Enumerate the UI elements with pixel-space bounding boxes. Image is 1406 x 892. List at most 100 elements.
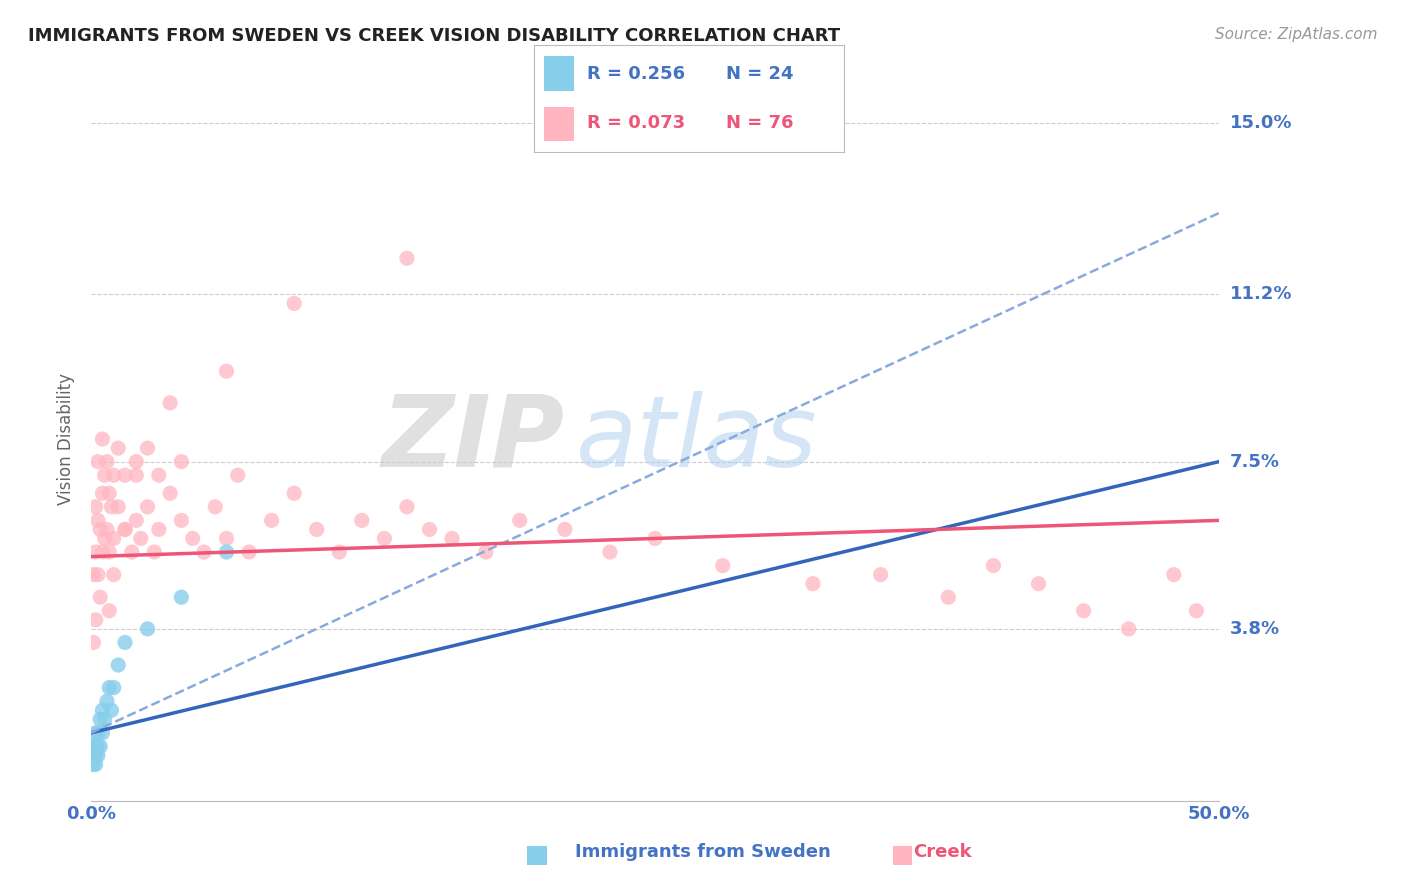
Point <box>84 545 107 559</box>
Point <box>159 486 181 500</box>
Text: N = 24: N = 24 <box>725 64 793 82</box>
Point <box>84 726 107 740</box>
Text: ZIP: ZIP <box>382 391 565 488</box>
Point <box>98 486 121 500</box>
Point <box>96 455 118 469</box>
Point <box>441 532 464 546</box>
Point <box>328 545 350 559</box>
Text: Immigrants from Sweden: Immigrants from Sweden <box>575 843 831 861</box>
Point <box>283 486 305 500</box>
Point <box>107 658 129 673</box>
Text: 11.2%: 11.2% <box>1230 285 1292 303</box>
Point <box>711 558 734 573</box>
Point <box>93 712 115 726</box>
Point <box>1118 622 1140 636</box>
Point <box>98 604 121 618</box>
Point <box>107 500 129 514</box>
Point <box>114 523 136 537</box>
Point <box>125 468 148 483</box>
Point <box>125 513 148 527</box>
Point <box>193 545 215 559</box>
Point <box>89 523 111 537</box>
Point <box>96 523 118 537</box>
Point <box>136 441 159 455</box>
Text: 3.8%: 3.8% <box>1230 620 1281 638</box>
Point <box>170 591 193 605</box>
Point <box>91 703 114 717</box>
Point <box>100 703 122 717</box>
Point <box>89 739 111 754</box>
Point <box>260 513 283 527</box>
Point <box>89 591 111 605</box>
Text: 7.5%: 7.5% <box>1230 452 1279 471</box>
Point <box>1073 604 1095 618</box>
Point <box>82 635 104 649</box>
Point <box>84 500 107 514</box>
Point <box>103 567 125 582</box>
Point <box>215 545 238 559</box>
Point <box>121 545 143 559</box>
Point <box>93 468 115 483</box>
Point <box>170 513 193 527</box>
Point <box>983 558 1005 573</box>
Point <box>475 545 498 559</box>
Point <box>159 396 181 410</box>
Point <box>98 681 121 695</box>
Text: R = 0.256: R = 0.256 <box>586 64 685 82</box>
Point <box>87 567 110 582</box>
Point <box>91 726 114 740</box>
Point <box>114 523 136 537</box>
Point <box>98 545 121 559</box>
Point <box>936 591 959 605</box>
Point <box>181 532 204 546</box>
Point <box>84 613 107 627</box>
Point <box>103 532 125 546</box>
Point <box>215 532 238 546</box>
Point <box>143 545 166 559</box>
Point <box>82 757 104 772</box>
Point <box>801 576 824 591</box>
Point <box>93 532 115 546</box>
Point <box>91 545 114 559</box>
Point <box>114 635 136 649</box>
Point <box>82 567 104 582</box>
Point <box>136 500 159 514</box>
Point <box>87 513 110 527</box>
Text: Source: ZipAtlas.com: Source: ZipAtlas.com <box>1215 27 1378 42</box>
Point <box>554 523 576 537</box>
Point <box>107 441 129 455</box>
Point <box>283 296 305 310</box>
Point <box>96 694 118 708</box>
Point <box>215 364 238 378</box>
Point <box>395 500 418 514</box>
Point <box>89 712 111 726</box>
Point <box>82 748 104 763</box>
Text: N = 76: N = 76 <box>725 114 793 132</box>
Point <box>103 681 125 695</box>
Point <box>1163 567 1185 582</box>
Point <box>148 523 170 537</box>
Point <box>91 432 114 446</box>
Point <box>395 252 418 266</box>
Point <box>87 455 110 469</box>
Point <box>148 468 170 483</box>
Point <box>1185 604 1208 618</box>
Point <box>84 739 107 754</box>
Point <box>238 545 260 559</box>
Point <box>103 468 125 483</box>
Point <box>82 739 104 754</box>
Point <box>87 748 110 763</box>
Point <box>129 532 152 546</box>
FancyBboxPatch shape <box>544 107 575 141</box>
Point <box>84 757 107 772</box>
Point <box>204 500 226 514</box>
Text: IMMIGRANTS FROM SWEDEN VS CREEK VISION DISABILITY CORRELATION CHART: IMMIGRANTS FROM SWEDEN VS CREEK VISION D… <box>28 27 841 45</box>
Point <box>226 468 249 483</box>
Point <box>644 532 666 546</box>
Point <box>87 739 110 754</box>
Point <box>869 567 891 582</box>
FancyBboxPatch shape <box>544 56 575 91</box>
Point <box>125 455 148 469</box>
Text: atlas: atlas <box>576 391 818 488</box>
Point <box>305 523 328 537</box>
